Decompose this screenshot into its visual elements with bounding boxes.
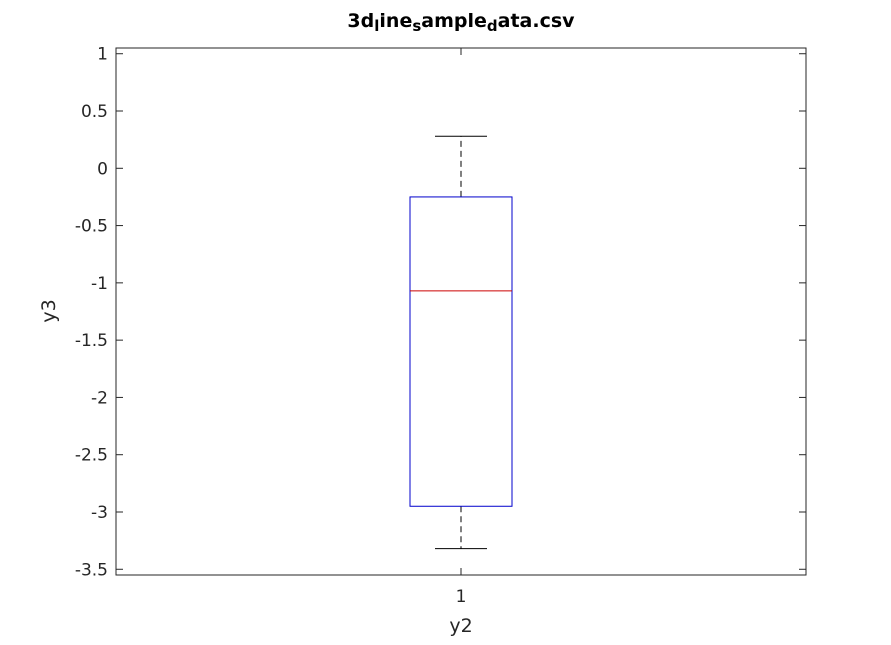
- chart-title-part: ine: [379, 10, 412, 32]
- chart-title-part: 3d: [347, 10, 374, 32]
- chart-title-part: ata.csv: [498, 10, 576, 32]
- y-tick-label: -1.5: [75, 331, 108, 351]
- chart-title-part: s: [412, 17, 421, 35]
- plot-area: [115, 47, 807, 576]
- y-tick-label: -2: [91, 388, 108, 408]
- y-axis-ticks: 1 0.5 0 -0.5 -1 -1.5 -2 -2.5 -3 -3.5: [75, 45, 806, 580]
- chart-title-part: d: [487, 17, 498, 35]
- chart-title-part: ample: [421, 10, 487, 32]
- x-tick-label: 1: [456, 587, 467, 607]
- x-axis-ticks: 1: [456, 48, 467, 607]
- chart-title: 3dlinesampledata.csv: [347, 10, 575, 35]
- y-tick-label: -1: [91, 274, 108, 294]
- boxes-group: [409, 135, 513, 550]
- y-tick-label: -0.5: [75, 217, 108, 237]
- y-tick-label: 0.5: [81, 102, 108, 122]
- y-axis-label: y3: [38, 299, 60, 322]
- y-tick-label: 1: [97, 45, 108, 65]
- y-tick-label: -3: [91, 503, 108, 523]
- y-tick-label: -2.5: [75, 446, 108, 466]
- chart-title-part: l: [374, 17, 379, 35]
- box-iqr: [409, 196, 513, 507]
- x-axis-label: y2: [449, 615, 472, 637]
- y-tick-label: -3.5: [75, 560, 108, 580]
- y-tick-label: 0: [97, 159, 108, 179]
